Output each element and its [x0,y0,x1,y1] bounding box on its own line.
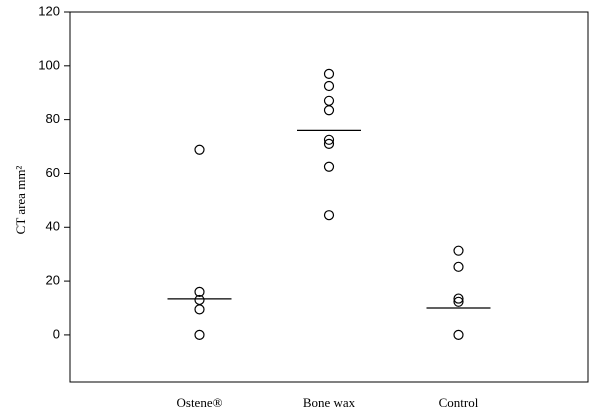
data-point [194,286,205,297]
data-point [453,296,464,307]
data-point [323,105,335,116]
y-tick-label: 60 [46,165,60,180]
y-tick-label: 80 [46,111,60,126]
data-point [323,210,335,221]
data-point [453,329,464,341]
data-point [323,80,335,92]
y-tick-label: 120 [38,3,60,18]
y-tick-label: 100 [38,57,60,72]
data-point [323,95,335,106]
data-point [194,329,205,341]
y-tick-label: 40 [46,219,60,234]
y-tick-label: 0 [53,326,60,341]
y-tick-label: 20 [46,273,60,288]
data-point [323,134,335,145]
data-point [194,304,205,315]
data-point [323,68,335,79]
data-point [194,144,205,155]
data-point [453,245,464,256]
y-axis-label: CT area mm² [13,166,28,235]
x-tick-label: Ostene® [177,395,223,410]
data-point [323,138,335,149]
data-point [453,293,464,304]
x-tick-label: Control [439,395,479,410]
plot-frame [69,11,589,383]
x-tick-label: Bone wax [303,395,356,410]
data-point [323,161,335,172]
data-point [453,261,464,272]
